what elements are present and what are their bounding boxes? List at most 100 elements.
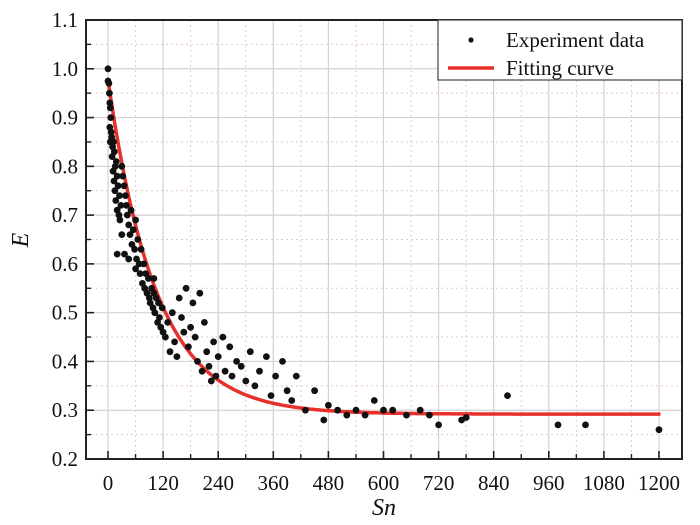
data-point bbox=[106, 104, 114, 112]
data-point bbox=[205, 362, 213, 370]
x-tick-label: 360 bbox=[258, 471, 290, 495]
axis-ticks bbox=[86, 19, 660, 460]
data-point bbox=[504, 392, 511, 399]
data-point bbox=[267, 392, 275, 399]
data-point bbox=[189, 299, 197, 307]
data-point bbox=[118, 231, 126, 239]
data-point bbox=[207, 377, 215, 385]
x-tick-label: 480 bbox=[313, 471, 345, 495]
y-tick-label: 0.9 bbox=[52, 106, 78, 130]
data-point bbox=[105, 80, 113, 87]
data-point bbox=[187, 323, 195, 331]
y-tick-label: 0.6 bbox=[52, 252, 78, 276]
data-point bbox=[203, 348, 211, 356]
data-point bbox=[107, 114, 115, 121]
x-tick-label: 240 bbox=[202, 471, 234, 495]
data-point bbox=[325, 401, 332, 409]
data-point bbox=[132, 216, 140, 224]
data-point bbox=[132, 265, 140, 273]
data-point bbox=[343, 411, 351, 419]
data-point bbox=[126, 231, 134, 239]
data-point bbox=[109, 167, 117, 175]
data-point bbox=[112, 158, 120, 165]
data-point bbox=[129, 226, 137, 234]
y-tick-label: 0.8 bbox=[52, 154, 78, 178]
data-point bbox=[242, 377, 250, 385]
data-point bbox=[122, 192, 129, 200]
legend-label-experiment: Experiment data bbox=[506, 28, 645, 52]
x-axis-title: Sn bbox=[372, 495, 396, 521]
y-tick-label: 0.3 bbox=[52, 398, 78, 422]
data-point bbox=[334, 406, 341, 414]
legend-label-fit: Fitting curve bbox=[506, 56, 614, 80]
data-point bbox=[352, 406, 360, 414]
data-point bbox=[116, 192, 123, 200]
data-point bbox=[180, 328, 188, 336]
data-point bbox=[121, 250, 128, 258]
data-point bbox=[168, 309, 176, 317]
x-tick-label: 960 bbox=[533, 471, 565, 495]
legend: Experiment data Fitting curve bbox=[437, 19, 683, 81]
data-point bbox=[361, 411, 369, 419]
data-point bbox=[389, 406, 397, 414]
data-point bbox=[582, 421, 589, 429]
y-tick-label: 1.0 bbox=[52, 57, 78, 81]
data-point bbox=[155, 299, 162, 307]
data-point bbox=[118, 162, 126, 170]
data-point bbox=[219, 333, 227, 341]
x-tick-label: 1200 bbox=[638, 471, 680, 495]
data-point bbox=[288, 397, 296, 404]
data-point bbox=[108, 153, 116, 161]
y-tick-label: 0.5 bbox=[52, 301, 78, 325]
y-axis-title: E bbox=[8, 232, 34, 248]
data-point bbox=[263, 353, 270, 360]
data-point bbox=[145, 275, 152, 282]
data-point bbox=[246, 348, 254, 356]
data-point bbox=[311, 387, 318, 395]
data-point bbox=[125, 255, 133, 263]
data-point bbox=[106, 89, 113, 97]
x-tick-label: 720 bbox=[423, 471, 455, 495]
data-point bbox=[117, 202, 125, 209]
data-point bbox=[426, 411, 433, 419]
data-point bbox=[191, 333, 199, 341]
data-point bbox=[171, 338, 179, 346]
data-point bbox=[403, 411, 410, 419]
data-point bbox=[198, 367, 206, 375]
x-axis-tick-labels: 0 120 240 360 480 600 720 840 960 1080 1200 bbox=[103, 471, 680, 495]
x-tick-label: 120 bbox=[147, 471, 179, 495]
y-tick-label: 0.4 bbox=[52, 349, 79, 373]
data-point bbox=[221, 367, 229, 375]
data-point bbox=[150, 275, 158, 282]
data-point bbox=[185, 343, 192, 351]
data-point bbox=[279, 358, 286, 365]
data-point bbox=[166, 348, 174, 356]
data-point bbox=[119, 172, 127, 180]
data-point bbox=[106, 99, 114, 107]
data-point bbox=[140, 260, 148, 268]
data-point bbox=[110, 138, 117, 146]
x-tick-label: 600 bbox=[368, 471, 400, 495]
data-point bbox=[136, 270, 144, 277]
data-point bbox=[210, 338, 218, 346]
data-point bbox=[173, 353, 181, 360]
data-point bbox=[164, 319, 172, 326]
data-point bbox=[302, 406, 309, 414]
data-point bbox=[554, 421, 562, 429]
data-point bbox=[178, 314, 185, 321]
data-point bbox=[137, 245, 145, 253]
data-point bbox=[292, 372, 300, 380]
data-point bbox=[380, 406, 387, 414]
data-point bbox=[158, 304, 166, 312]
data-point bbox=[201, 319, 208, 326]
y-tick-label: 0.2 bbox=[52, 447, 78, 471]
data-point bbox=[112, 197, 120, 204]
data-point bbox=[462, 414, 470, 421]
y-tick-label: 1.1 bbox=[52, 8, 78, 32]
data-point bbox=[214, 353, 222, 360]
data-point bbox=[107, 128, 115, 136]
data-point bbox=[272, 372, 279, 380]
data-point bbox=[162, 333, 169, 341]
data-point bbox=[114, 182, 122, 190]
